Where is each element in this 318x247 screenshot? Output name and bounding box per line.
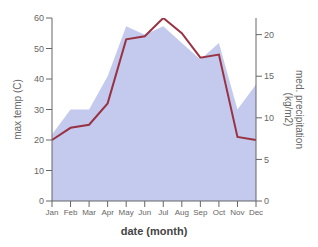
svg-text:Dec: Dec [249, 208, 263, 217]
svg-text:Apr: Apr [101, 208, 114, 217]
svg-text:date (month): date (month) [121, 225, 188, 237]
svg-text:0: 0 [39, 196, 44, 206]
svg-text:Jan: Jan [46, 208, 59, 217]
svg-text:10: 10 [34, 166, 44, 176]
svg-text:5: 5 [264, 155, 269, 165]
svg-text:Jun: Jun [138, 208, 151, 217]
svg-text:20: 20 [34, 135, 44, 145]
svg-text:May: May [119, 208, 134, 217]
svg-text:med. precipitation(kg/m2): med. precipitation(kg/m2) [283, 70, 305, 149]
svg-text:20: 20 [264, 30, 274, 40]
svg-text:Aug: Aug [175, 208, 189, 217]
svg-text:Oct: Oct [213, 208, 226, 217]
svg-text:50: 50 [34, 44, 44, 54]
svg-text:Feb: Feb [64, 208, 78, 217]
svg-text:Nov: Nov [230, 208, 244, 217]
svg-text:15: 15 [264, 71, 274, 81]
svg-text:Mar: Mar [82, 208, 96, 217]
svg-text:0: 0 [264, 196, 269, 206]
svg-text:60: 60 [34, 13, 44, 23]
svg-text:Sep: Sep [193, 208, 208, 217]
svg-text:40: 40 [34, 74, 44, 84]
svg-text:30: 30 [34, 105, 44, 115]
svg-text:max temp (C): max temp (C) [12, 79, 23, 140]
svg-text:10: 10 [264, 113, 274, 123]
svg-text:Jul: Jul [158, 208, 168, 217]
